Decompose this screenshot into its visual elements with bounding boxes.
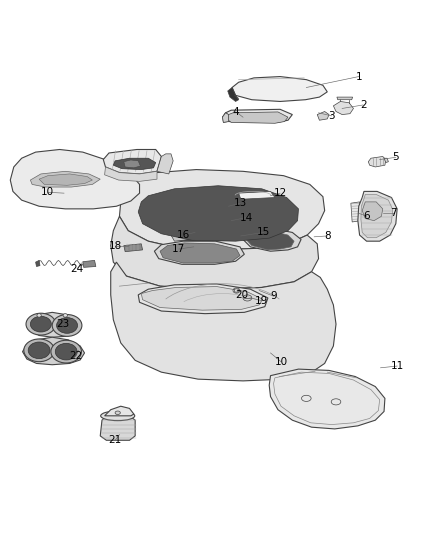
Ellipse shape: [26, 313, 56, 335]
Ellipse shape: [234, 289, 239, 292]
Text: 15: 15: [257, 228, 270, 237]
Text: 5: 5: [392, 152, 399, 163]
Polygon shape: [154, 241, 244, 264]
Polygon shape: [384, 158, 389, 163]
Ellipse shape: [115, 411, 120, 415]
Polygon shape: [358, 191, 397, 241]
Text: 3: 3: [328, 111, 335, 121]
Polygon shape: [160, 243, 240, 263]
Polygon shape: [28, 312, 77, 337]
Polygon shape: [11, 149, 140, 209]
Text: 20: 20: [235, 290, 248, 300]
Polygon shape: [362, 202, 383, 221]
Text: 23: 23: [56, 319, 69, 329]
Text: 21: 21: [109, 435, 122, 445]
Text: 1: 1: [355, 71, 362, 82]
Polygon shape: [113, 158, 155, 169]
Polygon shape: [361, 195, 393, 238]
Text: 24: 24: [71, 264, 84, 273]
Polygon shape: [172, 227, 237, 241]
Ellipse shape: [28, 342, 50, 359]
Polygon shape: [337, 97, 353, 100]
Polygon shape: [157, 154, 173, 174]
Text: 19: 19: [255, 296, 268, 305]
Polygon shape: [83, 261, 96, 268]
Polygon shape: [368, 157, 386, 167]
Polygon shape: [30, 171, 100, 187]
Polygon shape: [111, 262, 336, 381]
Ellipse shape: [37, 313, 41, 317]
Polygon shape: [174, 228, 234, 240]
Polygon shape: [120, 169, 325, 250]
Polygon shape: [228, 87, 239, 101]
Ellipse shape: [55, 343, 77, 360]
Polygon shape: [185, 215, 229, 224]
Polygon shape: [100, 416, 135, 440]
Polygon shape: [39, 174, 92, 185]
Text: 6: 6: [363, 211, 370, 221]
Ellipse shape: [24, 339, 54, 362]
Polygon shape: [183, 200, 231, 215]
Text: 17: 17: [172, 244, 185, 254]
Ellipse shape: [63, 313, 67, 317]
Polygon shape: [105, 167, 157, 181]
Polygon shape: [333, 101, 353, 115]
Polygon shape: [223, 113, 229, 123]
Polygon shape: [22, 337, 85, 365]
Polygon shape: [105, 406, 134, 416]
Text: 10: 10: [41, 187, 54, 197]
Ellipse shape: [52, 314, 82, 336]
Text: 11: 11: [391, 361, 404, 371]
Polygon shape: [226, 112, 288, 123]
Polygon shape: [232, 77, 327, 101]
Ellipse shape: [51, 340, 81, 363]
Text: 16: 16: [177, 230, 190, 240]
Text: 22: 22: [69, 351, 82, 361]
Text: 8: 8: [324, 231, 331, 241]
Ellipse shape: [101, 411, 135, 421]
Text: 10: 10: [275, 357, 288, 367]
Polygon shape: [317, 111, 329, 120]
Polygon shape: [269, 369, 385, 429]
Polygon shape: [124, 244, 143, 252]
Polygon shape: [239, 191, 275, 199]
Polygon shape: [138, 185, 298, 241]
Text: 18: 18: [109, 240, 122, 251]
Polygon shape: [141, 287, 263, 310]
Polygon shape: [243, 228, 301, 251]
Text: 12: 12: [273, 188, 287, 198]
Polygon shape: [182, 213, 231, 227]
Polygon shape: [223, 113, 229, 123]
Polygon shape: [246, 231, 294, 250]
Text: 4: 4: [232, 107, 239, 117]
Polygon shape: [223, 109, 292, 123]
Text: 7: 7: [390, 208, 397, 218]
Ellipse shape: [57, 318, 78, 333]
Text: 14: 14: [240, 213, 253, 223]
Ellipse shape: [30, 316, 51, 332]
Polygon shape: [171, 232, 201, 241]
Polygon shape: [186, 201, 229, 213]
Polygon shape: [351, 202, 361, 222]
Text: 2: 2: [360, 100, 367, 110]
Text: 9: 9: [270, 291, 277, 301]
Polygon shape: [103, 149, 161, 174]
Text: 13: 13: [233, 198, 247, 208]
Polygon shape: [111, 216, 318, 289]
Polygon shape: [35, 261, 40, 266]
Polygon shape: [138, 284, 268, 313]
Polygon shape: [124, 160, 141, 168]
